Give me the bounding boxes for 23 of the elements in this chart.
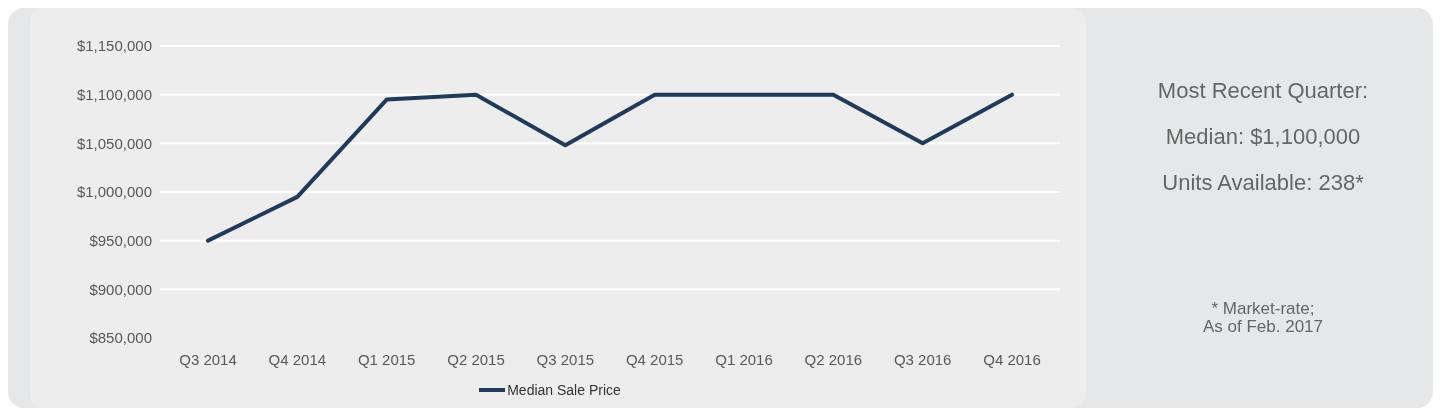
text: * Market-rate; As of Feb. 2017 bbox=[1202, 299, 1324, 336]
x-tick-label: Q3 2014 bbox=[179, 350, 237, 368]
x-tick-label: Q1 2016 bbox=[715, 350, 773, 368]
y-tick-label: $950,000 bbox=[89, 231, 152, 249]
y-tick-label: $1,150,000 bbox=[76, 37, 152, 55]
x-tick-label: Q2 2015 bbox=[447, 350, 505, 368]
x-tick-label: Q3 2016 bbox=[893, 350, 952, 368]
x-tick-label: Q4 2015 bbox=[625, 350, 684, 368]
y-tick-label: $850,000 bbox=[89, 329, 152, 347]
y-tick-label: $1,000,000 bbox=[76, 183, 152, 201]
text: Median: $1,100,000 bbox=[1164, 124, 1362, 150]
x-tick-label: Q2 2016 bbox=[804, 350, 863, 368]
y-tick-label: $1,050,000 bbox=[76, 134, 152, 152]
x-tick-label: Q4 2014 bbox=[268, 350, 327, 368]
y-tick-label: $900,000 bbox=[89, 280, 152, 298]
text: Units Available: 238* bbox=[1161, 170, 1365, 196]
line-series bbox=[206, 92, 1014, 243]
x-tick-label: Q1 2015 bbox=[357, 350, 416, 368]
x-tick-label: Q4 2016 bbox=[983, 350, 1041, 368]
legend-label: Median Sale Price bbox=[507, 382, 621, 398]
x-tick-label: Q3 2015 bbox=[536, 350, 595, 368]
text: Most Recent Quarter: bbox=[1156, 78, 1370, 104]
y-tick-label: $1,100,000 bbox=[76, 85, 152, 103]
